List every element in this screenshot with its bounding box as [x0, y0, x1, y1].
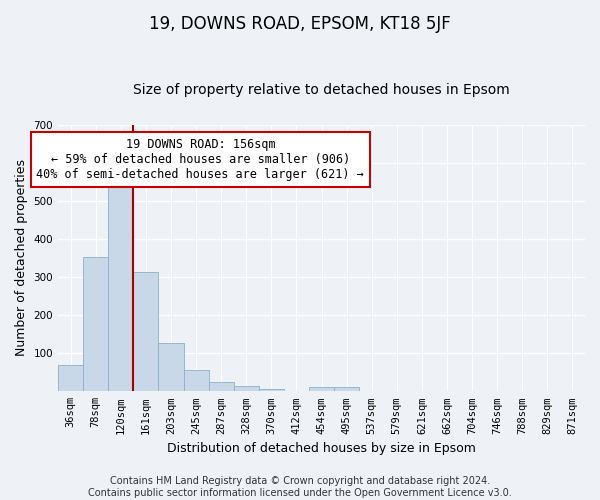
- Bar: [108, 174, 133, 392]
- Bar: [83, 257, 108, 392]
- Y-axis label: Number of detached properties: Number of detached properties: [15, 160, 28, 356]
- X-axis label: Distribution of detached houses by size in Epsom: Distribution of detached houses by size …: [167, 442, 476, 455]
- Text: Contains HM Land Registry data © Crown copyright and database right 2024.
Contai: Contains HM Land Registry data © Crown c…: [88, 476, 512, 498]
- Text: 19 DOWNS ROAD: 156sqm
← 59% of detached houses are smaller (906)
40% of semi-det: 19 DOWNS ROAD: 156sqm ← 59% of detached …: [37, 138, 364, 181]
- Bar: [309, 388, 334, 392]
- Bar: [233, 386, 259, 392]
- Bar: [334, 388, 359, 392]
- Bar: [259, 388, 284, 392]
- Text: 19, DOWNS ROAD, EPSOM, KT18 5JF: 19, DOWNS ROAD, EPSOM, KT18 5JF: [149, 15, 451, 33]
- Bar: [209, 382, 233, 392]
- Bar: [133, 272, 158, 392]
- Bar: [184, 370, 209, 392]
- Bar: [58, 366, 83, 392]
- Title: Size of property relative to detached houses in Epsom: Size of property relative to detached ho…: [133, 83, 510, 97]
- Bar: [158, 342, 184, 392]
